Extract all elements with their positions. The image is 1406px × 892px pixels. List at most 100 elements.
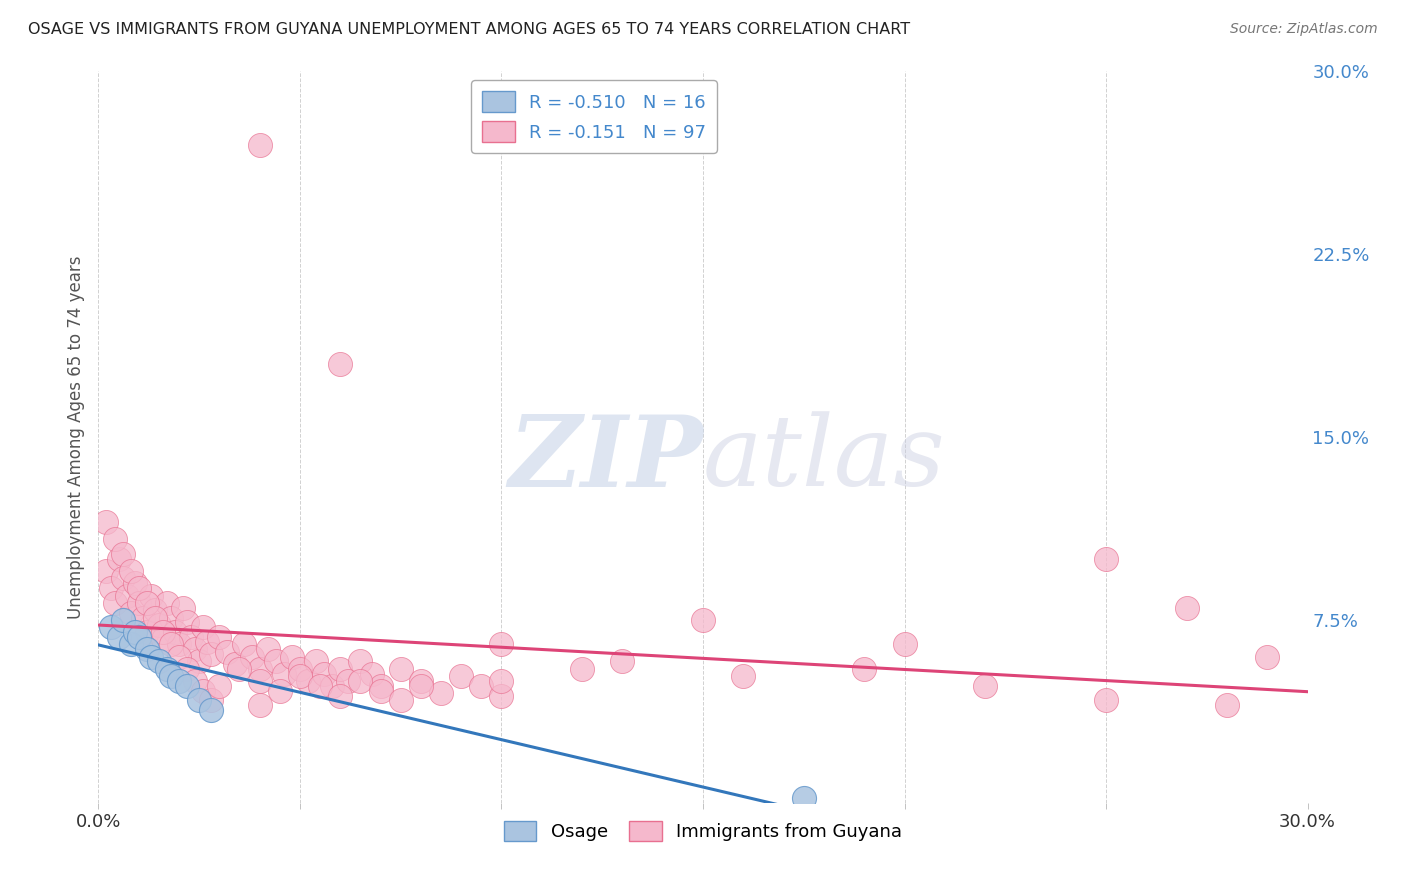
Point <box>156 662 179 676</box>
Text: ZIP: ZIP <box>508 411 703 508</box>
Point <box>148 654 170 668</box>
Point <box>200 693 222 707</box>
Point <box>361 666 384 681</box>
Point <box>612 654 634 668</box>
Point <box>100 581 122 595</box>
Point <box>232 637 254 651</box>
Point <box>193 620 215 634</box>
Point <box>309 679 332 693</box>
Point <box>491 689 513 703</box>
Point <box>389 693 412 707</box>
Point <box>152 625 174 640</box>
Point <box>115 589 138 603</box>
Point <box>240 649 263 664</box>
Point <box>193 683 215 698</box>
Y-axis label: Unemployment Among Ages 65 to 74 years: Unemployment Among Ages 65 to 74 years <box>66 255 84 619</box>
Point <box>409 679 432 693</box>
Text: Source: ZipAtlas.com: Source: ZipAtlas.com <box>1230 22 1378 37</box>
Point <box>329 689 352 703</box>
Point <box>288 669 311 683</box>
Point <box>160 669 183 683</box>
Point <box>297 673 319 688</box>
Point <box>1256 649 1278 664</box>
Point <box>163 625 186 640</box>
Point <box>132 610 155 624</box>
Text: OSAGE VS IMMIGRANTS FROM GUYANA UNEMPLOYMENT AMONG AGES 65 TO 74 YEARS CORRELATI: OSAGE VS IMMIGRANTS FROM GUYANA UNEMPLOY… <box>28 22 910 37</box>
Point <box>269 683 291 698</box>
Point <box>160 610 183 624</box>
Point <box>188 693 211 707</box>
Point <box>224 657 246 671</box>
Point <box>389 662 412 676</box>
Point <box>321 679 343 693</box>
Point <box>152 632 174 647</box>
Point <box>128 596 150 610</box>
Point <box>111 613 134 627</box>
Point <box>288 662 311 676</box>
Point <box>329 662 352 676</box>
Point <box>1095 552 1118 566</box>
Point <box>111 572 134 586</box>
Point <box>256 642 278 657</box>
Point <box>143 603 166 617</box>
Point <box>167 649 190 664</box>
Point <box>135 625 157 640</box>
Point <box>111 547 134 561</box>
Point <box>176 662 198 676</box>
Point <box>96 516 118 530</box>
Point <box>96 564 118 578</box>
Legend: Osage, Immigrants from Guyana: Osage, Immigrants from Guyana <box>496 814 910 848</box>
Point <box>273 666 295 681</box>
Point <box>314 666 336 681</box>
Point <box>249 698 271 713</box>
Point <box>195 635 218 649</box>
Point <box>143 610 166 624</box>
Point <box>184 642 207 657</box>
Point <box>491 673 513 688</box>
Point <box>148 617 170 632</box>
Point <box>103 596 125 610</box>
Point <box>893 637 915 651</box>
Point <box>228 662 250 676</box>
Point <box>281 649 304 664</box>
Point <box>491 637 513 651</box>
Point <box>200 703 222 717</box>
Point <box>249 137 271 152</box>
Point <box>128 581 150 595</box>
Point <box>107 552 129 566</box>
Point <box>329 357 352 371</box>
Point <box>470 679 492 693</box>
Point <box>409 673 432 688</box>
Point <box>124 576 146 591</box>
Point <box>853 662 876 676</box>
Point <box>184 673 207 688</box>
Point <box>172 600 194 615</box>
Point <box>264 654 287 668</box>
Point <box>974 679 997 693</box>
Point <box>176 679 198 693</box>
Point <box>107 630 129 644</box>
Point <box>120 637 142 651</box>
Point <box>135 596 157 610</box>
Point <box>793 791 815 805</box>
Point <box>160 637 183 651</box>
Point <box>208 630 231 644</box>
Point <box>450 669 472 683</box>
Point <box>156 596 179 610</box>
Text: atlas: atlas <box>703 411 946 507</box>
Point <box>249 673 271 688</box>
Point <box>139 649 162 664</box>
Point <box>180 630 202 644</box>
Point <box>135 642 157 657</box>
Point <box>349 654 371 668</box>
Point <box>249 662 271 676</box>
Point <box>337 673 360 688</box>
Point <box>349 673 371 688</box>
Point <box>100 620 122 634</box>
Point <box>103 533 125 547</box>
Point <box>1216 698 1239 713</box>
Point <box>176 615 198 630</box>
Point <box>1095 693 1118 707</box>
Point <box>167 637 190 651</box>
Point <box>208 679 231 693</box>
